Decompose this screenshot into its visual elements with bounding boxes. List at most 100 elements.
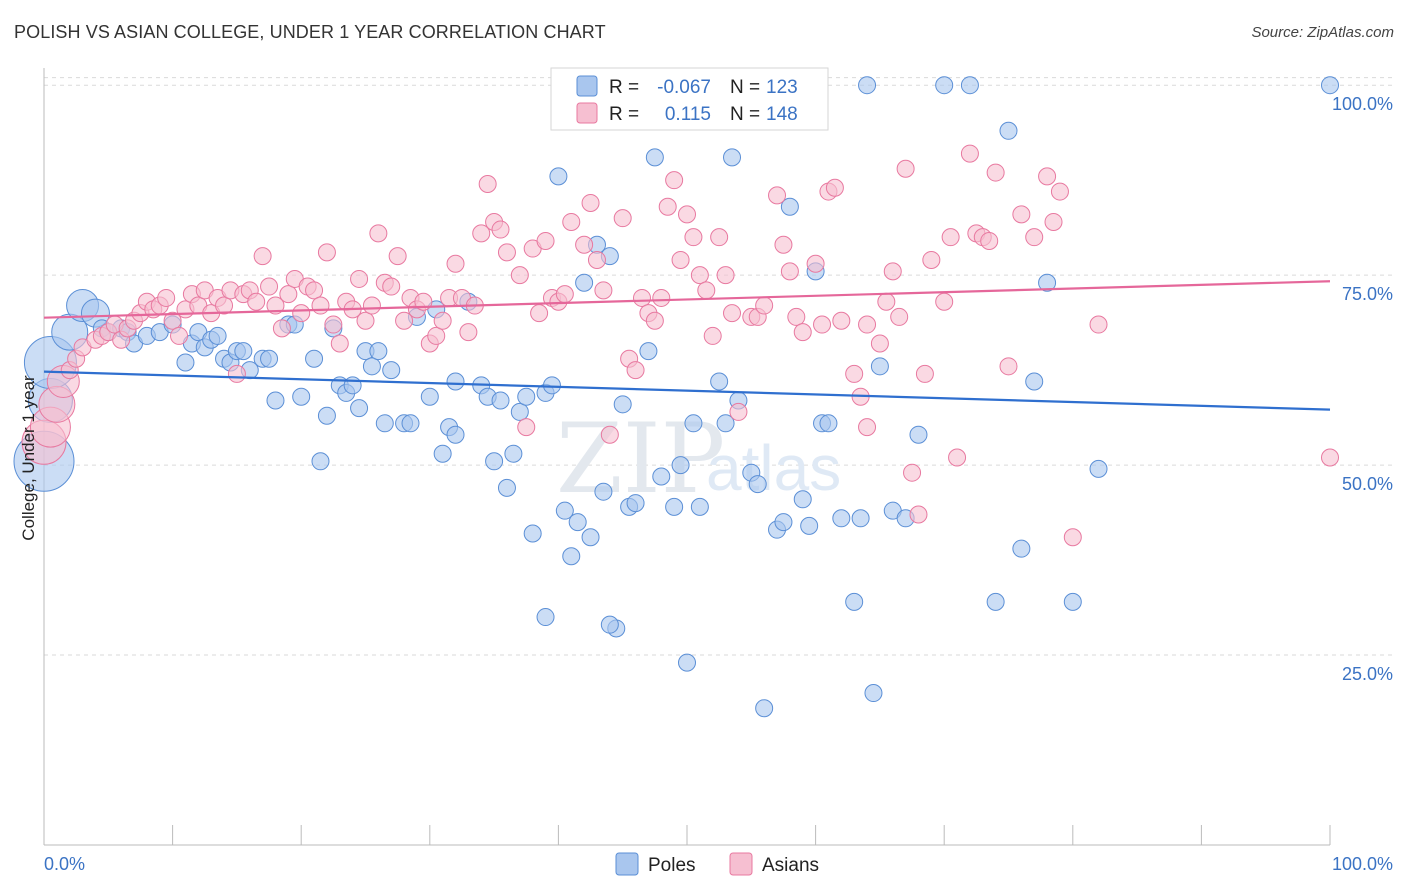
asians-point-89: [632, 288, 651, 307]
poles-point-101: [832, 509, 851, 528]
poles-point-83: [684, 414, 703, 433]
poles-point-33: [317, 406, 336, 425]
asians-point-49: [356, 311, 375, 330]
poles-point-37: [343, 376, 362, 395]
y-axis-title: College, Under 1 year: [19, 375, 38, 541]
asians-point-126: [903, 463, 922, 482]
y-tick-label-100: 100.0%: [1332, 94, 1393, 114]
asians-point-147: [1321, 448, 1339, 467]
asians-point-122: [877, 292, 896, 311]
poles-point-71: [594, 482, 613, 501]
asians-point-110: [780, 262, 799, 281]
asians-point-114: [813, 315, 832, 334]
poles-point-112: [986, 592, 1005, 611]
poles-point-19: [208, 326, 227, 345]
poles-point-104: [858, 76, 877, 95]
asians-point-81: [575, 235, 594, 254]
poles-point-115: [1025, 372, 1044, 391]
watermark-atlas: atlas: [706, 432, 841, 504]
legend-poles-r-value: -0.067: [657, 77, 711, 98]
asians-point-65: [459, 323, 478, 342]
asians-point-27: [215, 296, 234, 315]
asians-point-121: [870, 334, 889, 353]
asians-point-94: [665, 171, 684, 190]
legend-poles-n-value: 123: [766, 77, 798, 98]
asians-point-139: [1012, 205, 1031, 224]
poles-point-106: [870, 357, 889, 376]
poles-point-84: [690, 497, 709, 516]
asians-point-91: [645, 311, 664, 330]
asians-point-129: [922, 250, 941, 269]
asians-point-76: [536, 231, 555, 250]
stats-legend: R = -0.067 N = 123 R = 0.115 N = 148: [550, 67, 829, 131]
poles-point-51: [446, 425, 465, 444]
asians-point-48: [350, 269, 369, 288]
poles-point-38: [350, 399, 369, 418]
poles-point-121: [536, 608, 555, 627]
legend-poles-r-label: R =: [609, 77, 639, 98]
poles-point-58: [504, 444, 523, 463]
poles-point-64: [549, 167, 568, 186]
poles-point-110: [935, 76, 954, 95]
chart-source: Source: ZipAtlas.com: [1251, 24, 1394, 41]
legend-asians-r-value: 0.115: [665, 104, 711, 125]
poles-point-77: [639, 342, 658, 361]
poles-point-26: [260, 349, 279, 368]
series-legend: Poles Asians: [615, 852, 819, 876]
poles-point-120: [600, 615, 619, 634]
asians-trend-line: [43, 280, 1331, 319]
x-tick-label-min: 0.0%: [44, 854, 85, 874]
asians-point-108: [768, 186, 787, 205]
asians-point-36: [272, 319, 291, 338]
x-tick-label-max: 100.0%: [1332, 854, 1393, 874]
legend-poles-n-label: N =: [730, 77, 760, 98]
y-tick-labels: 25.0% 50.0% 75.0% 100.0%: [1332, 94, 1393, 684]
asians-point-132: [948, 448, 967, 467]
asians-point-116: [825, 178, 844, 197]
poles-point-74: [613, 395, 632, 414]
poles-point-45: [401, 414, 420, 433]
poles-trend-line: [43, 370, 1331, 411]
bottom-legend-swatch-asians: [729, 852, 753, 876]
asians-point-37: [279, 285, 298, 304]
asians-point-102: [716, 266, 735, 285]
poles-point-47: [420, 387, 439, 406]
y-tick-label-25: 25.0%: [1342, 664, 1393, 684]
poles-point-56: [491, 391, 510, 410]
asians-point-96: [678, 205, 696, 224]
asians-point-127: [909, 505, 928, 524]
asians-point-112: [793, 323, 812, 342]
poles-point-63: [542, 376, 561, 395]
poles-point-65: [555, 501, 574, 520]
asians-point-50: [362, 296, 381, 315]
poles-point-117: [1063, 592, 1082, 611]
poles-point-40: [362, 357, 381, 376]
asians-point-43: [317, 243, 336, 262]
bottom-legend-swatch-poles: [615, 852, 639, 876]
poles-point-105: [864, 684, 883, 703]
asians-point-99: [697, 281, 716, 300]
y-tick-label-75: 75.0%: [1342, 284, 1393, 304]
asians-point-138: [999, 357, 1018, 376]
poles-point-76: [626, 494, 645, 513]
asians-point-55: [395, 311, 414, 330]
bottom-legend-poles: Poles: [648, 855, 696, 876]
asians-point-136: [980, 231, 999, 250]
asians-point-133: [960, 144, 979, 163]
series-poles: [13, 76, 1339, 718]
poles-point-55: [485, 452, 504, 471]
asians-point-142: [1044, 212, 1063, 231]
asians-point-117: [832, 311, 851, 330]
asians-point-143: [1050, 182, 1069, 201]
asians-point-82: [581, 193, 600, 212]
poles-point-113: [999, 121, 1018, 140]
poles-point-23: [234, 342, 253, 361]
legend-asians-n-label: N =: [730, 104, 760, 125]
asians-point-123: [883, 262, 902, 281]
poles-point-49: [433, 444, 452, 463]
legend-swatch-asians: [576, 102, 598, 124]
asians-point-32: [247, 292, 266, 311]
bottom-legend-asians: Asians: [762, 855, 819, 876]
asians-point-79: [555, 285, 574, 304]
